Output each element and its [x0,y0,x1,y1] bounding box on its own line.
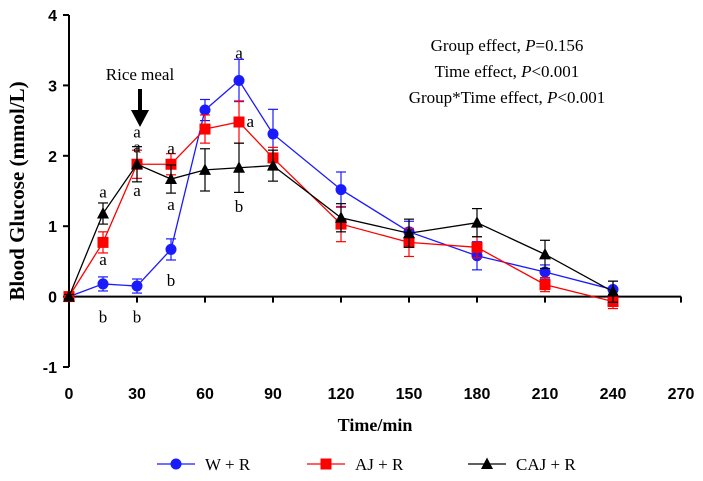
p-value: <0.001 [557,88,605,107]
legend-marker [481,457,493,469]
y-tick-label: 0 [48,290,57,307]
data-point [233,161,245,173]
data-point [131,280,143,292]
x-tick-label: 0 [65,386,74,403]
data-point [471,241,483,253]
data-point [539,266,551,278]
data-point [233,116,245,128]
legend-item: CAJ + R [468,455,576,474]
x-tick-label: 240 [600,386,627,403]
series-line [68,163,614,297]
legend-marker [170,458,182,470]
rice-meal-label: Rice meal [106,65,175,84]
axes: -1 0 1 2 3 4 0 30 60 90 120 150 180 210 240 270 Time/min… [5,8,694,435]
legend-label: W + R [205,455,251,474]
x-tick-label: 180 [464,386,491,403]
legend-label: CAJ + R [516,455,576,474]
x-tick-label: 150 [396,386,423,403]
significance-letter: b [167,271,176,290]
data-point [403,226,415,239]
p-value: <0.001 [531,62,579,81]
significance-letter: a [133,181,141,200]
data-point [97,278,109,290]
stats-line: Group*Time effect, P<0.001 [409,88,606,107]
data-point [267,159,279,171]
legend-marker [320,458,332,470]
legend-item: AJ + R [307,455,404,474]
significance-letter: a [99,250,107,269]
x-tick-label: 210 [532,386,559,403]
rice-meal-arrowhead [131,110,149,127]
stats-label: Time effect, [435,62,521,81]
legend-label: AJ + R [355,455,404,474]
data-point [233,74,245,86]
data-point [97,207,109,219]
significance-letter: a [133,137,141,156]
significance-letter: a [235,44,243,63]
data-point [539,247,551,260]
significance-letter: b [235,197,244,216]
data-point [335,184,347,196]
data-point [131,157,143,170]
p-symbol: P [524,36,535,55]
data-point [267,128,279,140]
stats-line: Group effect, P=0.156 [431,36,584,55]
data-point [471,216,483,228]
data-point [539,279,551,291]
y-axis-title: Blood Glucose (mmol/L) [5,81,29,300]
y-tick-label: 1 [48,219,57,236]
x-tick-label: 30 [128,386,146,403]
y-tick-label: 4 [48,8,57,25]
p-value: =0.156 [536,36,584,55]
data-point [199,163,211,175]
significance-letter: a [133,123,141,142]
significance-letter: a [247,112,255,131]
significance-letter: a [167,195,175,214]
x-tick-label: 270 [668,386,695,403]
y-tick-label: -1 [43,360,57,377]
stats-line: Time effect, P<0.001 [435,62,580,81]
data-point [165,172,177,185]
legend: W + R AJ + R CAJ + R [157,455,576,474]
x-tick-label: 60 [196,386,214,403]
stats-label: Group effect, [431,36,526,55]
series-layer [63,58,619,310]
data-point [199,123,211,135]
significance-letter: a [167,139,175,158]
y-tick-label: 3 [48,78,57,95]
x-tick-label: 120 [328,386,355,403]
x-axis-title: Time/min [338,415,413,435]
data-point [97,236,109,248]
significance-letter: b [133,308,142,327]
stats-label: Group*Time effect, [409,88,547,107]
y-tick-label: 2 [48,149,57,166]
p-symbol: P [520,62,531,81]
significance-letter: b [99,308,108,327]
series-line [68,79,614,298]
significance-letter: a [99,182,107,201]
data-point [63,290,75,302]
p-symbol: P [546,88,557,107]
data-point [165,243,177,255]
legend-item: W + R [157,455,251,474]
series-line [68,121,614,303]
data-point [165,158,177,170]
data-point [607,285,619,297]
series-3 [63,142,619,303]
data-point [199,104,211,116]
x-tick-label: 90 [264,386,282,403]
data-point [335,211,347,223]
